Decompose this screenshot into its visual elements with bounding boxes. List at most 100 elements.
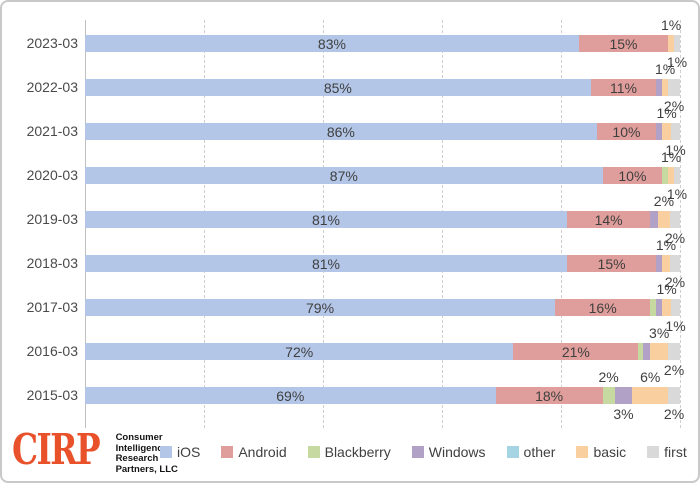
- legend-label: first: [664, 444, 687, 460]
- legend-item-first: first: [647, 445, 687, 459]
- segment-value-label-above: 2%: [598, 369, 619, 385]
- segment-value-label-below: 3%: [613, 406, 634, 422]
- bar-segment-windows: [650, 211, 658, 228]
- bar-row-2019-03: 81% 14%: [85, 211, 680, 228]
- y-axis-label: 2019-03: [26, 211, 78, 227]
- bar-segment-first: [668, 387, 680, 404]
- bar-segment-first: [668, 79, 680, 96]
- bar-segment-basic: [632, 387, 669, 404]
- segment-value-label: 18%: [535, 387, 564, 404]
- y-axis-label: 2016-03: [26, 343, 78, 359]
- bar-segment-android: 14%: [566, 211, 651, 228]
- logo-line: Research: [115, 453, 159, 465]
- logo-line: Consumer: [115, 432, 163, 443]
- segment-value-label-above: 6%: [640, 369, 661, 385]
- legend-swatch-other: [506, 446, 519, 458]
- bar-row-2017-03: 79% 16%: [85, 299, 680, 316]
- legend-label: basic: [593, 444, 627, 460]
- bar-segment-windows: [656, 255, 663, 272]
- segment-value-label-below: 1%: [666, 186, 688, 202]
- bar-segment-windows: [656, 123, 663, 140]
- segment-value-label: 87%: [329, 167, 358, 184]
- bar-segment-basic: [668, 35, 675, 52]
- segment-value-label: 16%: [588, 299, 617, 316]
- bar-segment-first: [669, 211, 680, 228]
- bar-segment-ios: 83%: [85, 35, 579, 52]
- legend-item-windows: Windows: [411, 444, 486, 460]
- plot-area: 1% 1% 83% 15% 1% 2% 85% 11% 1% 1% 86% 10% 1% 1% 87% 10%…: [85, 17, 687, 428]
- bar-segment-android: 10%: [596, 123, 657, 140]
- segment-value-label-below: 1%: [665, 142, 686, 158]
- segment-value-label-below: 2%: [663, 362, 685, 378]
- bar-segment-android: 21%: [513, 343, 639, 360]
- legend-item-android: Android: [221, 444, 287, 460]
- segment-value-label-below: 2%: [664, 274, 686, 290]
- segment-value-label-below: 2%: [663, 98, 685, 114]
- segment-value-label-above: 1%: [660, 149, 682, 165]
- legend-label: other: [523, 444, 556, 460]
- bar-row-2023-03: 83% 15%: [85, 35, 680, 52]
- segment-value-label: 10%: [612, 123, 641, 140]
- bar-segment-basic: [662, 299, 672, 316]
- legend-label: Android: [238, 444, 287, 460]
- bar-segment-first: [669, 255, 680, 272]
- segment-value-label: 11%: [609, 79, 637, 96]
- bar-row-2021-03: 86% 10%: [85, 123, 680, 140]
- bar-segment-basic: [668, 167, 675, 184]
- legend: iOS Android Blackberry Windows other basic fir…: [160, 445, 687, 459]
- bar-segment-ios: 69%: [85, 387, 496, 404]
- y-axis-label: 2017-03: [26, 299, 78, 315]
- legend-item-blackberry: Blackberry: [307, 444, 391, 460]
- segment-value-label-below: 2%: [663, 406, 685, 422]
- segment-value-label: 72%: [285, 343, 314, 360]
- bar-segment-android: 16%: [555, 299, 651, 316]
- bar-row-2018-03: 81% 15%: [85, 255, 680, 272]
- bar-segment-windows: [643, 343, 651, 360]
- segment-value-label: 69%: [276, 387, 305, 404]
- bar-segment-android: 11%: [590, 79, 657, 96]
- y-axis-label: 2023-03: [26, 35, 78, 51]
- segment-value-label: 14%: [594, 211, 623, 228]
- legend-item-ios: iOS: [160, 445, 200, 459]
- bar-row-2015-03: 69% 18%: [85, 387, 680, 404]
- segment-value-label-above: 3%: [649, 325, 670, 341]
- bar-segment-blackberry: [602, 387, 615, 404]
- bar-segment-first: [671, 123, 680, 140]
- bar-segment-windows: [614, 387, 633, 404]
- bar-segment-basic: [650, 343, 669, 360]
- bar-row-2020-03: 87% 10%: [85, 167, 680, 184]
- bar-segment-blackberry: [650, 299, 657, 316]
- bar-segment-ios: 87%: [85, 167, 603, 184]
- y-axis-label: 2018-03: [26, 255, 78, 271]
- segment-value-label-above: 1%: [656, 105, 677, 121]
- legend-swatch-first: [647, 446, 660, 458]
- segment-value-label: 15%: [609, 35, 638, 52]
- bar-segment-ios: 79%: [85, 299, 556, 316]
- legend-label: Windows: [428, 444, 486, 460]
- segment-value-label-above: 1%: [655, 237, 677, 253]
- bar-segment-basic: [662, 79, 669, 96]
- bar-segment-ios: 81%: [85, 211, 567, 228]
- gridline: [680, 20, 681, 428]
- y-axis-label: 2021-03: [26, 123, 78, 139]
- legend-swatch-windows: [411, 446, 424, 458]
- bar-segment-windows: [656, 299, 663, 316]
- segment-value-label-above: 1%: [660, 17, 682, 33]
- legend-swatch-ios: [160, 446, 172, 458]
- segment-value-label: 15%: [597, 255, 626, 272]
- segment-value-label: 85%: [323, 79, 352, 96]
- bar-segment-ios: 72%: [85, 343, 514, 360]
- legend-label: Blackberry: [324, 444, 391, 460]
- logo-line: Partners, LLC: [115, 463, 178, 475]
- legend-item-other: other: [506, 444, 556, 460]
- bar-segment-first: [674, 35, 680, 52]
- y-axis-label: 2015-03: [26, 387, 78, 403]
- segment-value-label-below: 1%: [666, 54, 688, 70]
- bar-segment-basic: [662, 255, 670, 272]
- segment-value-label: 81%: [311, 255, 340, 272]
- cirp-logo-text: Consumer Intelligence Research Partners,…: [116, 431, 178, 476]
- bar-segment-first: [668, 343, 680, 360]
- bar-segment-basic: [662, 123, 672, 140]
- bar-segment-windows: [656, 79, 663, 96]
- bar-segment-ios: 86%: [85, 123, 597, 140]
